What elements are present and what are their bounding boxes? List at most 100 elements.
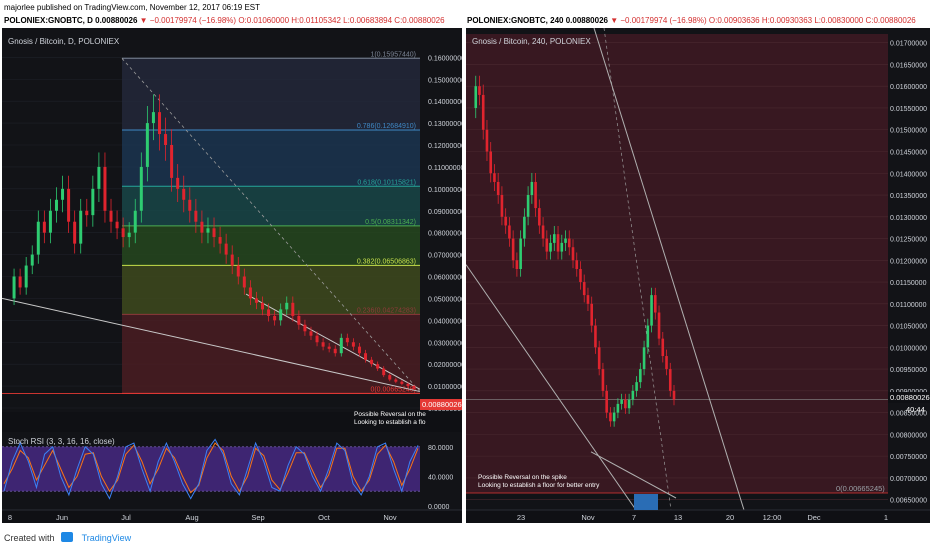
y-tick-label: 0.01300000	[890, 215, 927, 222]
left-price-badge: 0.00880026	[422, 400, 462, 409]
stoch-rsi-label: Stoch RSI (3, 3, 16, 16, close)	[8, 437, 115, 446]
fib-level-label: 0(0.00665245)	[370, 386, 416, 393]
y-tick-label: 0.00800000	[890, 432, 927, 439]
candle-body	[242, 276, 246, 288]
right-time-badge: 40:44	[906, 405, 925, 414]
candle-body	[139, 166, 143, 211]
y-tick-label: 0.01100000	[890, 302, 927, 309]
y-tick-label: 0.00850000	[890, 411, 927, 418]
candle-body	[297, 315, 301, 325]
left-price-badge-bg	[420, 399, 462, 410]
candle-body	[515, 260, 519, 269]
candle-body	[616, 403, 620, 413]
fib-level-label: 0.618(0.10115821)	[357, 179, 416, 186]
candle-body	[609, 412, 612, 422]
candle-body	[339, 337, 343, 354]
candle-body	[376, 364, 380, 369]
candle-body	[248, 287, 252, 299]
left-chart-svg[interactable]: 1(0.15957440) 0.786(0.12684910) 0.618(0.10…	[2, 28, 462, 523]
right-annotation-1: Possible Reversal on the spike	[478, 474, 567, 481]
candle-body	[635, 382, 638, 391]
footer-brand[interactable]: TradingView	[81, 533, 132, 543]
x-tick-label: Dec	[807, 513, 821, 522]
left-chart-panel[interactable]: 1(0.15957440) 0.786(0.12684910) 0.618(0.10…	[2, 28, 462, 523]
candle-body	[474, 86, 478, 108]
candle-body	[538, 208, 541, 226]
candle-body	[267, 309, 271, 316]
candle-body	[639, 369, 642, 383]
candle-body	[67, 188, 71, 222]
candle-body	[91, 188, 95, 216]
y-tick-label: 0.03000000	[428, 340, 462, 347]
candle-body	[61, 188, 65, 200]
y-tick-label: 0.00950000	[890, 367, 927, 374]
candle-body	[103, 166, 107, 211]
y-tick-label: 0.00700000	[890, 476, 927, 483]
candle-body	[309, 331, 313, 336]
candle-body	[382, 368, 386, 376]
candle-body	[571, 247, 575, 261]
candle-body	[333, 348, 337, 354]
y-tick-label: 0.09000000	[428, 209, 462, 216]
candle-body	[665, 356, 668, 370]
candle-body	[541, 225, 545, 239]
x-tick-label: Aug	[185, 513, 198, 522]
candle-body	[631, 390, 635, 400]
candle-body	[530, 181, 534, 196]
flag-marker-icon[interactable]	[634, 494, 658, 510]
candle-body	[97, 166, 101, 189]
candle-body	[624, 399, 627, 409]
candle-body	[597, 347, 601, 370]
y-tick-label: 0.10000000	[428, 187, 462, 194]
x-tick-label: Oct	[318, 513, 331, 522]
right-price-badge-bg	[888, 392, 930, 403]
candle-body	[549, 242, 552, 252]
candle-body	[594, 325, 597, 348]
candle-body	[646, 325, 650, 348]
trendline-dashed	[121, 58, 421, 392]
y-axis-bg	[888, 28, 930, 510]
left-symbol: POLONIEX:GNOBTC, D	[4, 16, 93, 25]
candle-body	[627, 399, 631, 409]
y-tick-label: 0.04000000	[428, 318, 462, 325]
candle-body	[321, 342, 325, 347]
right-chart-panel[interactable]: 0.01700000 0.01650000 0.01600000 0.01550000…	[466, 28, 930, 523]
candle-body	[496, 181, 500, 196]
candle-body	[400, 381, 404, 384]
x-tick-label: Sep	[251, 513, 264, 522]
candle-body	[30, 254, 34, 266]
candle-body	[157, 112, 161, 135]
candle-body	[653, 295, 657, 313]
y-tick-label: 0.01550000	[890, 106, 927, 113]
x-tick-label: Nov	[383, 513, 397, 522]
candle-body	[303, 324, 307, 332]
candle-body	[12, 276, 16, 299]
candle-body	[485, 129, 489, 152]
y-tick-label: 0.11000000	[428, 165, 462, 172]
trendline-support	[2, 297, 421, 393]
trendline-support	[466, 264, 637, 511]
fib-band	[122, 225, 420, 266]
stoch-tick-label: 0.0000	[428, 504, 450, 511]
right-top-line: POLONIEX:GNOBTC, 240 0.00880026 ▼ −0.001…	[467, 16, 916, 25]
right-chart-svg[interactable]: 0.01700000 0.01650000 0.01600000 0.01550000…	[466, 28, 930, 523]
candle-body	[24, 265, 28, 288]
right-price-badge: 0.00880026	[890, 393, 930, 402]
candle-body	[526, 195, 530, 217]
candle-body	[406, 383, 410, 387]
candle-body	[279, 309, 283, 321]
right-legend: Gnosis / Bitcoin, 240, POLONIEX	[472, 37, 591, 46]
publisher-link[interactable]: majorlee	[4, 3, 35, 12]
candle-body	[188, 199, 192, 211]
y-axis-bg	[420, 28, 462, 412]
down-arrow-icon: ▼	[610, 16, 619, 25]
candle-body	[412, 386, 416, 389]
right-ohlc: O:0.00903636 H:0.00930363 L:0.00830000 C…	[708, 16, 916, 25]
footer-created-with: Created with	[4, 533, 55, 543]
candle-body	[200, 221, 204, 233]
fib-band	[122, 265, 420, 315]
candle-body	[556, 234, 560, 252]
candle-body	[54, 199, 58, 211]
candle-body	[145, 123, 149, 167]
y-tick-label: 0.01450000	[890, 150, 927, 157]
